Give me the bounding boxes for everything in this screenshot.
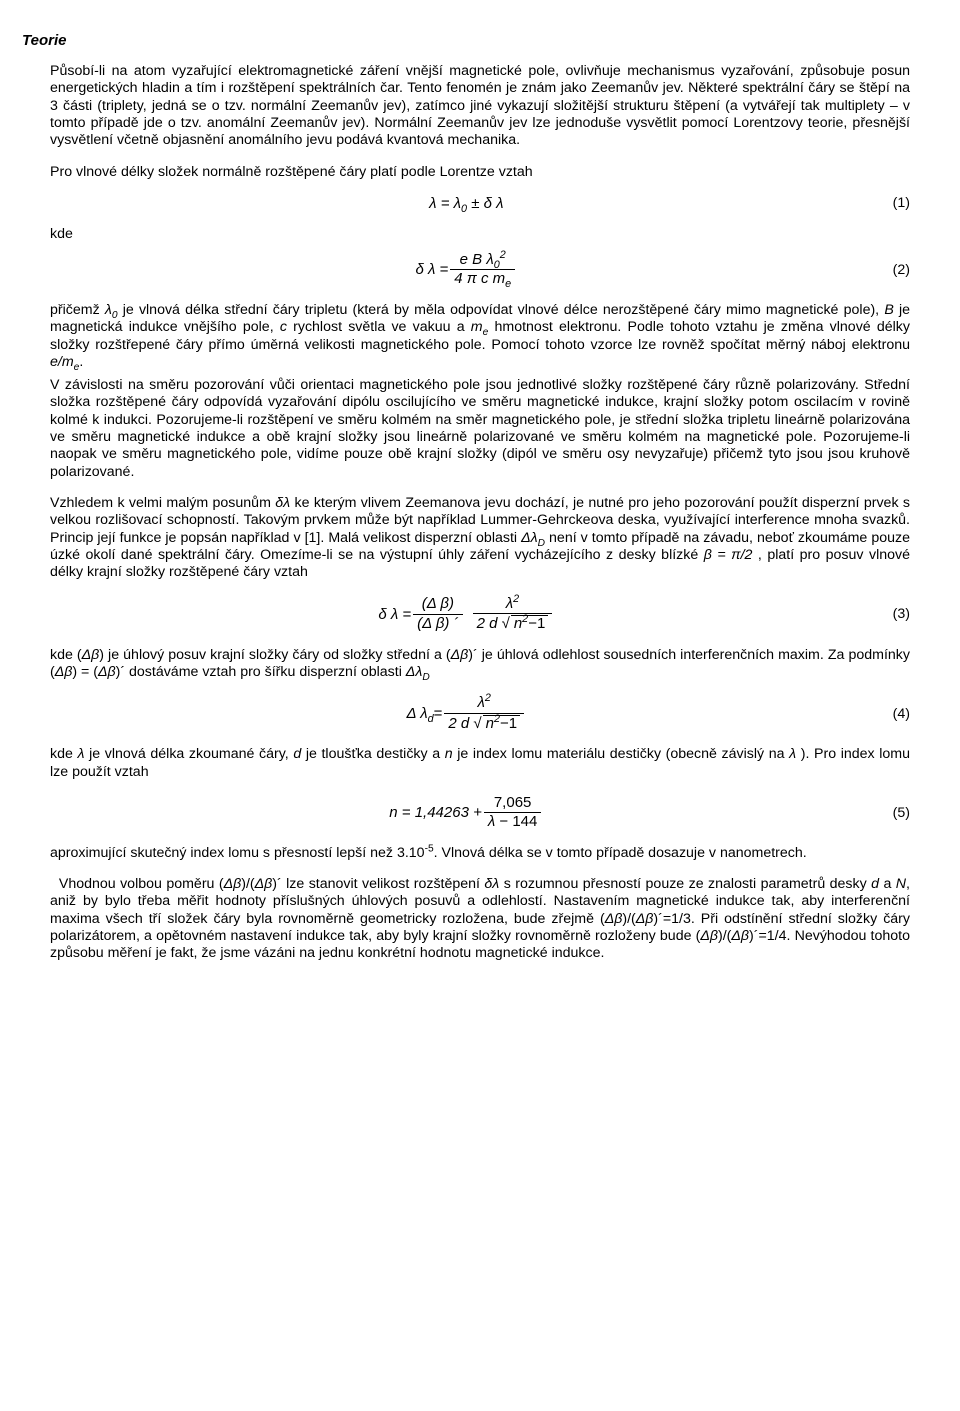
paragraph-2: Pro vlnové délky složek normálně rozštěp… [50, 164, 910, 181]
paragraph-7: kde λ je vlnová délka zkoumané čáry, d j… [50, 746, 910, 781]
equation-4-number: (4) [883, 706, 910, 722]
equation-4: Δ λd = λ2 2 d √n2−1 (4) [50, 695, 910, 732]
equation-3-number: (3) [883, 606, 910, 622]
equation-1: λ = λ0 ± δ λ (1) [50, 195, 910, 212]
equation-2-number: (2) [883, 262, 910, 278]
equation-5: n = 1,44263 + 7,065 λ − 144 (5) [50, 795, 910, 831]
equation-3: δ λ = (Δ β) (Δ β) ´ λ2 2 d √n2−1 (3) [50, 596, 910, 633]
paragraph-5: Vzhledem k velmi malým posunům δλ ke kte… [50, 495, 910, 582]
section-title: Teorie [22, 32, 910, 49]
equation-1-number: (1) [883, 195, 910, 211]
paragraph-6: kde (Δβ) je úhlový posuv krajní složky č… [50, 647, 910, 682]
paragraph-8: aproximující skutečný index lomu s přesn… [50, 845, 910, 862]
equation-2: δ λ = e B λ02 4 π c me (2) [50, 252, 910, 288]
kde-label-1: kde [50, 226, 910, 242]
paragraph-9: Vhodnou volbou poměru (Δβ)/(Δβ)´ lze sta… [50, 876, 910, 963]
paragraph-3: přičemž λ0 je vlnová délka střední čáry … [50, 302, 910, 371]
paragraph-4: V závislosti na směru pozorování vůči or… [50, 377, 910, 481]
equation-5-number: (5) [883, 805, 910, 821]
paragraph-1: Působí-li na atom vyzařující elektromagn… [50, 63, 910, 150]
